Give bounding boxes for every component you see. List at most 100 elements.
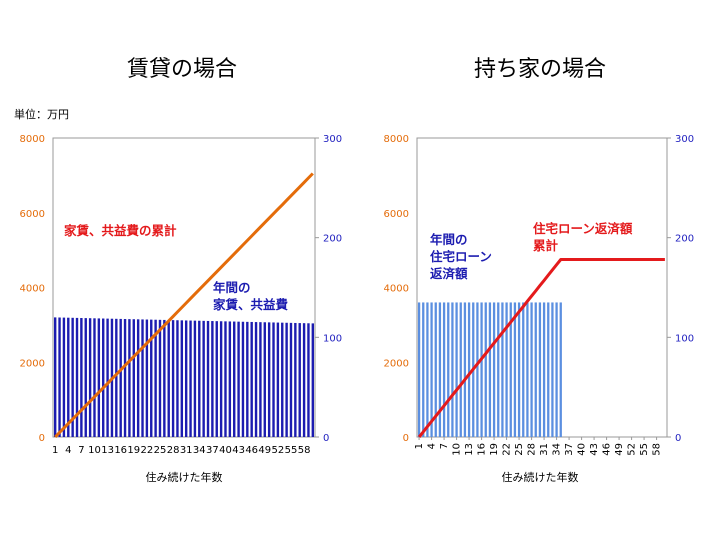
bar: [62, 317, 66, 437]
bar: [559, 302, 562, 437]
bar: [189, 320, 192, 437]
bar: [298, 323, 301, 437]
x-axis-tick-label: 55: [639, 443, 650, 456]
bar: [53, 317, 57, 437]
left-axis-tick-label: 8000: [384, 134, 409, 145]
bar: [513, 302, 517, 437]
bar: [224, 321, 227, 437]
bar: [163, 319, 166, 437]
bar: [75, 317, 79, 437]
bar: [58, 317, 61, 437]
x-axis-tick-label: 49: [614, 443, 625, 456]
bar: [246, 321, 249, 437]
x-axis-tick-label: 46: [245, 445, 258, 456]
bar: [538, 302, 542, 437]
x-axis-tick-label: 10: [88, 445, 101, 456]
x-axis-tick-label: 52: [627, 443, 638, 456]
bar: [285, 322, 288, 437]
x-axis-tick-label: 55: [285, 445, 298, 456]
left-axis-tick-label: 2000: [384, 358, 409, 369]
bar: [276, 322, 280, 437]
x-axis-tick-label: 22: [502, 443, 513, 456]
x-axis-tick-label: 31: [539, 443, 550, 456]
x-axis-tick-label: 37: [206, 445, 219, 456]
bar: [250, 321, 253, 437]
bar: [484, 302, 487, 437]
x-axis-tick-label: 40: [577, 443, 588, 456]
bar: [88, 318, 92, 437]
bar: [202, 320, 205, 437]
bar: [123, 319, 127, 437]
x-axis-tick-label: 37: [564, 443, 575, 456]
series-line: [54, 172, 314, 439]
bar: [93, 318, 96, 437]
x-axis-tick-label: 28: [527, 443, 538, 456]
x-axis-tick-label: 34: [552, 443, 563, 456]
right-axis-tick-label: 200: [323, 234, 342, 245]
bar: [154, 319, 157, 437]
bar: [459, 302, 462, 437]
bar: [150, 319, 153, 437]
bar: [551, 302, 554, 437]
bar: [67, 317, 70, 437]
bar: [206, 320, 210, 437]
chart-title: 持ち家の場合: [474, 57, 606, 82]
bar: [501, 302, 504, 437]
bar: [530, 302, 533, 437]
left-axis-tick-label: 4000: [20, 284, 45, 295]
left-axis-tick-label: 0: [39, 433, 45, 444]
left-axis-tick-label: 0: [403, 433, 409, 444]
left-axis-tick-label: 6000: [20, 209, 45, 220]
left-axis-tick-label: 8000: [20, 134, 45, 145]
annotation-line: 住宅ローン返済額: [533, 221, 633, 236]
annotation-line: 年間の: [213, 280, 251, 295]
x-axis-tick-label: 58: [298, 445, 311, 456]
bar: [228, 321, 232, 437]
x-axis-tick-label: 4: [65, 445, 71, 456]
x-axis-tick-label: 43: [589, 443, 600, 456]
x-axis-tick-label: 46: [602, 443, 613, 456]
right-axis-tick-label: 0: [323, 433, 329, 444]
bar: [241, 321, 245, 437]
x-axis-tick-label: 31: [180, 445, 193, 456]
annotation-line: 家賃、共益費: [213, 297, 289, 312]
bar: [438, 302, 442, 437]
bar: [106, 318, 109, 437]
x-axis-tick-label: 13: [101, 445, 114, 456]
bar: [497, 302, 500, 437]
bar: [281, 322, 284, 437]
bar: [311, 323, 315, 437]
bar: [289, 322, 293, 437]
x-axis-tick-label: 16: [477, 443, 488, 456]
bar: [442, 302, 446, 437]
annotation-line: 家賃、共益費の累計: [64, 223, 177, 238]
bar: [272, 322, 275, 437]
bar: [180, 320, 184, 437]
right-axis-tick-label: 100: [675, 333, 694, 344]
bar: [455, 302, 458, 437]
unit-label: 単位：万円: [14, 107, 69, 121]
bar: [547, 302, 550, 437]
bar: [84, 318, 87, 437]
bar: [115, 318, 118, 437]
bar: [417, 302, 421, 437]
bar: [80, 318, 83, 437]
x-axis-tick-label: 28: [167, 445, 180, 456]
series-annotation: 年間の家賃、共益費: [213, 280, 289, 312]
bar: [430, 302, 433, 437]
bar: [526, 302, 529, 437]
series-annotation: 年間の住宅ローン返済額: [430, 232, 492, 281]
x-axis-tick-label: 4: [427, 443, 438, 449]
bar: [254, 322, 258, 437]
bar: [307, 323, 310, 437]
bar: [426, 302, 429, 437]
x-axis-tick-label: 43: [232, 445, 245, 456]
bar: [136, 319, 140, 437]
bar: [171, 320, 175, 437]
x-axis-tick-label: 58: [652, 443, 663, 456]
x-axis-tick-label: 22: [141, 445, 154, 456]
bar: [119, 318, 122, 437]
bar: [184, 320, 188, 437]
x-axis-tick-label: 19: [489, 443, 500, 456]
